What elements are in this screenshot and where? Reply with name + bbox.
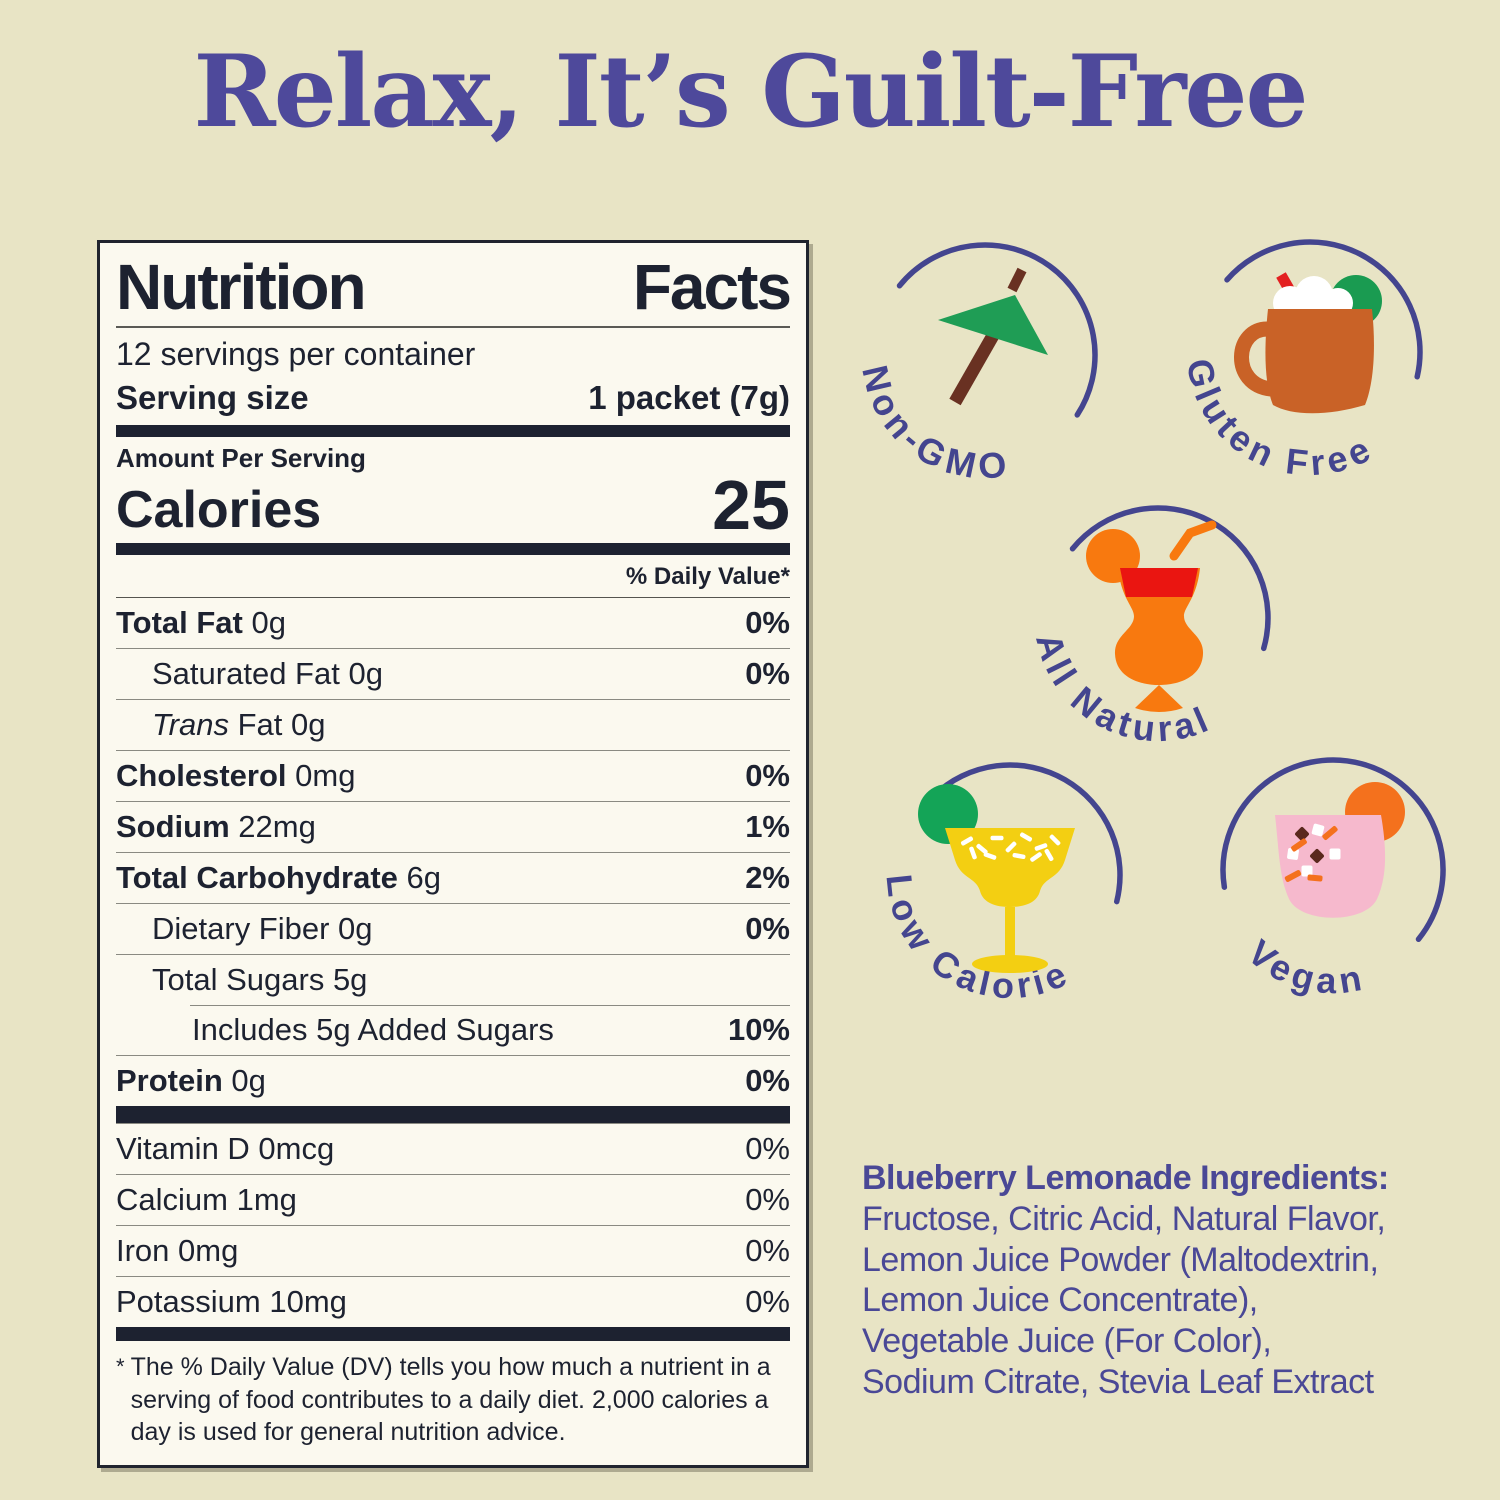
margarita-glass-icon <box>918 784 1075 973</box>
daily-value-percent: 0% <box>745 1131 790 1167</box>
calories-label: Calories <box>116 480 322 539</box>
vitamin-row: Vitamin D 0mcg 0% <box>116 1123 790 1174</box>
ingredients-text: Fructose, Citric Acid, Natural Flavor, Le… <box>862 1199 1482 1403</box>
badge-label: Non-GMO <box>855 361 1011 486</box>
nutrient-row: Cholesterol 0mg 0% <box>116 750 790 801</box>
badge-circle <box>896 242 1098 418</box>
nutrient-name: Iron 0mg <box>116 1233 239 1269</box>
ingredients-line: Vegetable Juice (For Color), <box>862 1322 1272 1361</box>
ingredients-block: Blueberry Lemonade Ingredients: Fructose… <box>862 1158 1482 1403</box>
badge-vegan: Vegan <box>1220 757 1446 1001</box>
daily-value-percent: 0% <box>745 1233 790 1269</box>
daily-value-percent: 0% <box>745 1182 790 1218</box>
page-title: Relax, It’s Guilt-Free <box>193 34 1309 150</box>
hurricane-cocktail-icon <box>1086 520 1217 712</box>
calories-row: Calories 25 <box>116 466 790 545</box>
daily-value-percent: 1% <box>745 809 790 845</box>
daily-value-percent: 0% <box>745 911 790 947</box>
daily-value-header: % Daily Value* <box>625 563 790 591</box>
badge-label: Vegan <box>1240 931 1366 1001</box>
divider-bar <box>116 1106 790 1124</box>
nutrient-name: Total Sugars 5g <box>152 962 368 998</box>
nutrient-rows: Total Fat 0g 0% Saturated Fat 0g 0% Trans Fa… <box>116 597 790 1106</box>
daily-value-percent: 0% <box>745 1284 790 1320</box>
divider-bar <box>116 543 790 556</box>
serving-size-row: Serving size 1 packet (7g) <box>116 375 790 425</box>
nutrient-row: Includes 5g Added Sugars 10% <box>116 1005 790 1055</box>
vitamin-row: Iron 0mg 0% <box>116 1225 790 1276</box>
rocks-glass-icon <box>1275 782 1405 918</box>
ingredients-line: Lemon Juice Concentrate), <box>862 1281 1258 1320</box>
daily-value-percent: 0% <box>745 1063 790 1099</box>
serving-size-label: Serving size <box>116 379 309 417</box>
nutrition-facts-title-word: Nutrition <box>116 251 367 323</box>
vitamin-rows: Vitamin D 0mcg 0% Calcium 1mg 0% Iron 0mg 0% P… <box>116 1123 790 1327</box>
mule-mug-icon <box>1234 272 1382 414</box>
daily-value-footnote: * The % Daily Value (DV) tells you how m… <box>116 1341 790 1449</box>
serving-size-value: 1 packet (7g) <box>588 379 790 417</box>
servings-per-container: 12 servings per container <box>116 336 476 373</box>
badge-low-calorie: Low Calorie <box>879 762 1123 1006</box>
nutrition-facts-label: Nutrition Facts 12 servings per container… <box>97 240 809 1468</box>
nutrient-name: Calcium 1mg <box>116 1182 297 1218</box>
cocktail-umbrella-icon <box>938 267 1048 406</box>
badge-circle <box>1069 505 1271 652</box>
daily-value-percent: 0% <box>745 656 790 692</box>
nutrient-row: Dietary Fiber 0g 0% <box>116 903 790 954</box>
nutrient-name: Saturated Fat 0g <box>152 656 383 692</box>
nutrient-name: Potassium 10mg <box>116 1284 347 1320</box>
nutrition-facts-title-word: Facts <box>632 251 792 323</box>
nutrition-facts-title: Nutrition Facts <box>116 251 792 323</box>
footnote-asterisk: * <box>116 1354 125 1380</box>
nutrient-row: Sodium 22mg 1% <box>116 801 790 852</box>
nutrient-name: Includes 5g Added Sugars <box>192 1012 554 1048</box>
nutrient-name: Dietary Fiber 0g <box>152 911 373 947</box>
footnote-text: The % Daily Value (DV) tells you how muc… <box>130 1353 771 1447</box>
ingredients-line: Sodium Citrate, Stevia Leaf Extract <box>862 1362 1374 1401</box>
nutrient-name: Protein 0g <box>116 1063 266 1099</box>
daily-value-percent: 2% <box>745 860 790 896</box>
badge-circle <box>1220 757 1446 942</box>
badge-all-natural: All Natural <box>1029 505 1271 749</box>
divider-bar <box>116 425 790 438</box>
daily-value-percent: 0% <box>745 605 790 641</box>
nutrient-row: Trans Fat 0g <box>116 699 790 750</box>
divider <box>116 326 790 329</box>
badge-non-gmo: Non-GMO <box>855 242 1098 486</box>
calories-value: 25 <box>712 466 790 545</box>
badge-gluten-free: Gluten Free <box>1179 239 1423 483</box>
nutrient-row: Total Fat 0g 0% <box>116 598 790 648</box>
nutrient-row: Total Sugars 5g <box>116 954 790 1005</box>
nutrient-row: Protein 0g 0% <box>116 1055 790 1106</box>
daily-value-percent: 10% <box>727 1012 790 1048</box>
badge-label: Low Calorie <box>879 872 1074 1006</box>
badge-circle <box>1224 239 1423 380</box>
ingredients-line: Lemon Juice Powder (Maltodextrin, <box>862 1240 1379 1279</box>
nutrient-name: Vitamin D 0mcg <box>116 1131 335 1167</box>
nutrient-name: Sodium 22mg <box>116 809 316 845</box>
ingredients-title: Blueberry Lemonade Ingredients: <box>862 1159 1389 1197</box>
amount-per-serving-label: Amount Per Serving <box>116 443 366 474</box>
vitamin-row: Potassium 10mg 0% <box>116 1276 790 1327</box>
nutrient-row: Saturated Fat 0g 0% <box>116 648 790 699</box>
daily-value-percent: 0% <box>745 758 790 794</box>
nutrient-name: Total Fat 0g <box>116 605 286 641</box>
vitamin-row: Calcium 1mg 0% <box>116 1174 790 1225</box>
nutrient-name: Trans Fat 0g <box>152 707 326 743</box>
nutrient-name: Cholesterol 0mg <box>116 758 356 794</box>
ingredients-line: Fructose, Citric Acid, Natural Flavor, <box>862 1199 1386 1238</box>
nutrient-row: Total Carbohydrate 6g 2% <box>116 852 790 903</box>
divider-bar <box>116 1327 790 1342</box>
nutrient-name: Total Carbohydrate 6g <box>116 860 442 896</box>
badge-circle <box>930 762 1123 905</box>
